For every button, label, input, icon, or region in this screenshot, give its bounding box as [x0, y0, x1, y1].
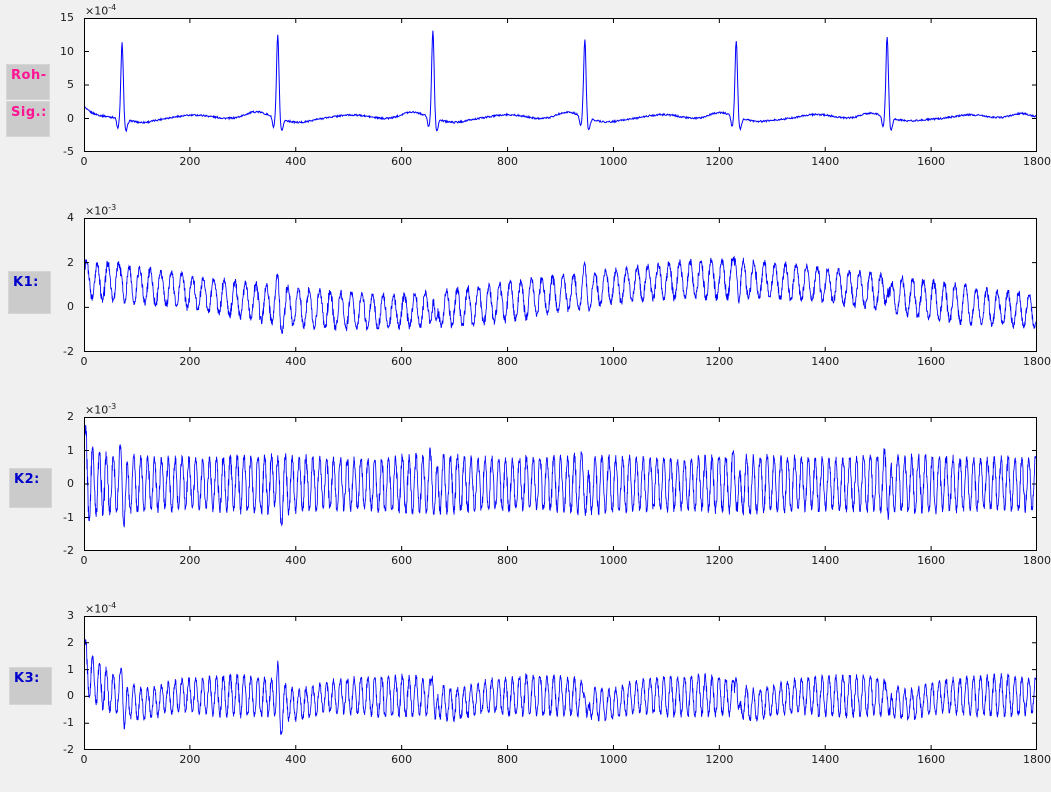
- x-tick-label: 600: [391, 355, 413, 368]
- signal-trace-k2: [84, 417, 1037, 551]
- y-axis-exponent-label: ×10-4: [85, 601, 117, 616]
- signal-label-k1: K1:: [8, 271, 51, 314]
- x-tick-label: 1400: [811, 554, 840, 567]
- signal-label-roh: Roh-: [6, 64, 50, 100]
- x-tick-label: 1000: [599, 155, 628, 168]
- y-axis-exponent-label: ×10-3: [85, 402, 117, 417]
- x-tick-label: 400: [285, 554, 307, 567]
- x-tick-label: 1200: [705, 753, 734, 766]
- y-tick-label: 10: [60, 44, 74, 58]
- y-tick-label: -2: [63, 345, 74, 358]
- x-tick-label: 400: [285, 355, 307, 368]
- x-tick-label: 800: [497, 155, 519, 168]
- x-tick-label: 0: [80, 355, 88, 368]
- y-tick-label: 3: [67, 609, 74, 622]
- subplot-k3-axes: ×10-4 3 2 1 0 -1 -2 0 200 400 600 800 1000 1200 1400…: [63, 601, 1051, 766]
- x-tick-label: 1800: [1023, 355, 1051, 368]
- x-tick-label: 1800: [1023, 155, 1051, 168]
- y-tick-label: 1: [67, 662, 74, 676]
- signal-label-roh-text: Roh-: [11, 68, 47, 83]
- y-tick-label: 5: [67, 78, 74, 91]
- y-tick-label: 4: [67, 211, 74, 224]
- y-tick-label: -2: [63, 743, 74, 756]
- y-tick-labels: 3 2 1 0 -1 -2: [36, 609, 80, 756]
- x-tick-label: 800: [497, 753, 519, 766]
- x-tick-label: 600: [391, 155, 413, 168]
- signal-label-k2: K2:: [9, 468, 52, 508]
- y-axis-exponent-label: ×10-4: [85, 3, 117, 18]
- x-tick-label: 0: [80, 155, 88, 168]
- signal-trace-k1: [84, 218, 1037, 352]
- y-tick-label: 2: [67, 635, 74, 649]
- y-tick-label: 2: [67, 410, 74, 423]
- x-tick-label: 1600: [917, 753, 946, 766]
- x-tick-label: 800: [497, 355, 519, 368]
- x-tick-labels: 0 200 400 600 800 1000 1200 1400 1600 1800: [81, 155, 1051, 171]
- x-tick-labels: 0 200 400 600 800 1000 1200 1400 1600 1800: [81, 554, 1051, 570]
- subplot-k2-axes: ×10-3 2 1 0 -1 -2 0 200 400 600 800 1000 1200 1400 1…: [63, 402, 1051, 567]
- subplot-rohsig-axes: ×10-4 15 10 5 0 -5 0 200 400 600 800 1000 1200 1400…: [60, 3, 1051, 168]
- x-tick-labels: 0 200 400 600 800 1000 1200 1400 1600 1800: [81, 355, 1051, 371]
- x-tick-label: 1000: [599, 355, 628, 368]
- y-tick-label: 0: [67, 111, 74, 125]
- signal-trace-k3: [84, 616, 1037, 750]
- x-tick-label: 200: [179, 554, 201, 567]
- x-tick-label: 200: [179, 355, 201, 368]
- y-tick-label: -1: [63, 510, 74, 524]
- x-tick-label: 1600: [917, 355, 946, 368]
- x-tick-label: 1000: [599, 753, 628, 766]
- signal-label-sig-text: Sig.:: [11, 105, 47, 120]
- y-tick-label: 15: [60, 11, 74, 24]
- x-tick-label: 1200: [705, 554, 734, 567]
- x-tick-label: 400: [285, 753, 307, 766]
- y-tick-label: 0: [67, 300, 74, 314]
- x-tick-label: 400: [285, 155, 307, 168]
- y-tick-labels: 4 2 0 -2: [36, 211, 80, 358]
- y-tick-label: 2: [67, 255, 74, 269]
- x-tick-label: 1200: [705, 155, 734, 168]
- y-tick-label: -1: [63, 716, 74, 730]
- x-tick-label: 1800: [1023, 753, 1051, 766]
- x-tick-label: 1200: [705, 355, 734, 368]
- signal-trace-roh-sig: [84, 18, 1037, 152]
- x-tick-label: 1400: [811, 753, 840, 766]
- y-tick-labels: 2 1 0 -1 -2: [36, 410, 80, 557]
- x-tick-label: 0: [80, 753, 88, 766]
- x-tick-label: 1600: [917, 554, 946, 567]
- x-tick-label: 1400: [811, 355, 840, 368]
- x-tick-label: 600: [391, 753, 413, 766]
- signal-label-sig: Sig.:: [6, 101, 50, 137]
- y-tick-label: -5: [63, 145, 74, 158]
- x-tick-labels: 0 200 400 600 800 1000 1200 1400 1600 1800: [81, 753, 1051, 769]
- signal-label-k1-text: K1:: [13, 275, 39, 290]
- x-tick-label: 600: [391, 554, 413, 567]
- signal-label-k3: K3:: [9, 667, 52, 705]
- signal-label-k2-text: K2:: [14, 472, 40, 487]
- x-tick-label: 1000: [599, 554, 628, 567]
- x-tick-label: 1800: [1023, 554, 1051, 567]
- y-tick-label: -2: [63, 544, 74, 557]
- signal-label-k3-text: K3:: [14, 671, 40, 686]
- y-tick-label: 0: [67, 689, 74, 703]
- x-tick-label: 800: [497, 554, 519, 567]
- x-tick-label: 200: [179, 155, 201, 168]
- y-axis-exponent-label: ×10-3: [85, 203, 117, 218]
- x-tick-label: 0: [80, 554, 88, 567]
- x-tick-label: 1400: [811, 155, 840, 168]
- y-tick-label: 1: [67, 443, 74, 457]
- x-tick-label: 1600: [917, 155, 946, 168]
- y-tick-labels: 15 10 5 0 -5: [36, 11, 80, 158]
- y-tick-label: 0: [67, 477, 74, 490]
- subplot-k1-axes: ×10-3 4 2 0 -2 0 200 400 600 800 1000 1200 1400 160…: [63, 203, 1051, 368]
- x-tick-label: 200: [179, 753, 201, 766]
